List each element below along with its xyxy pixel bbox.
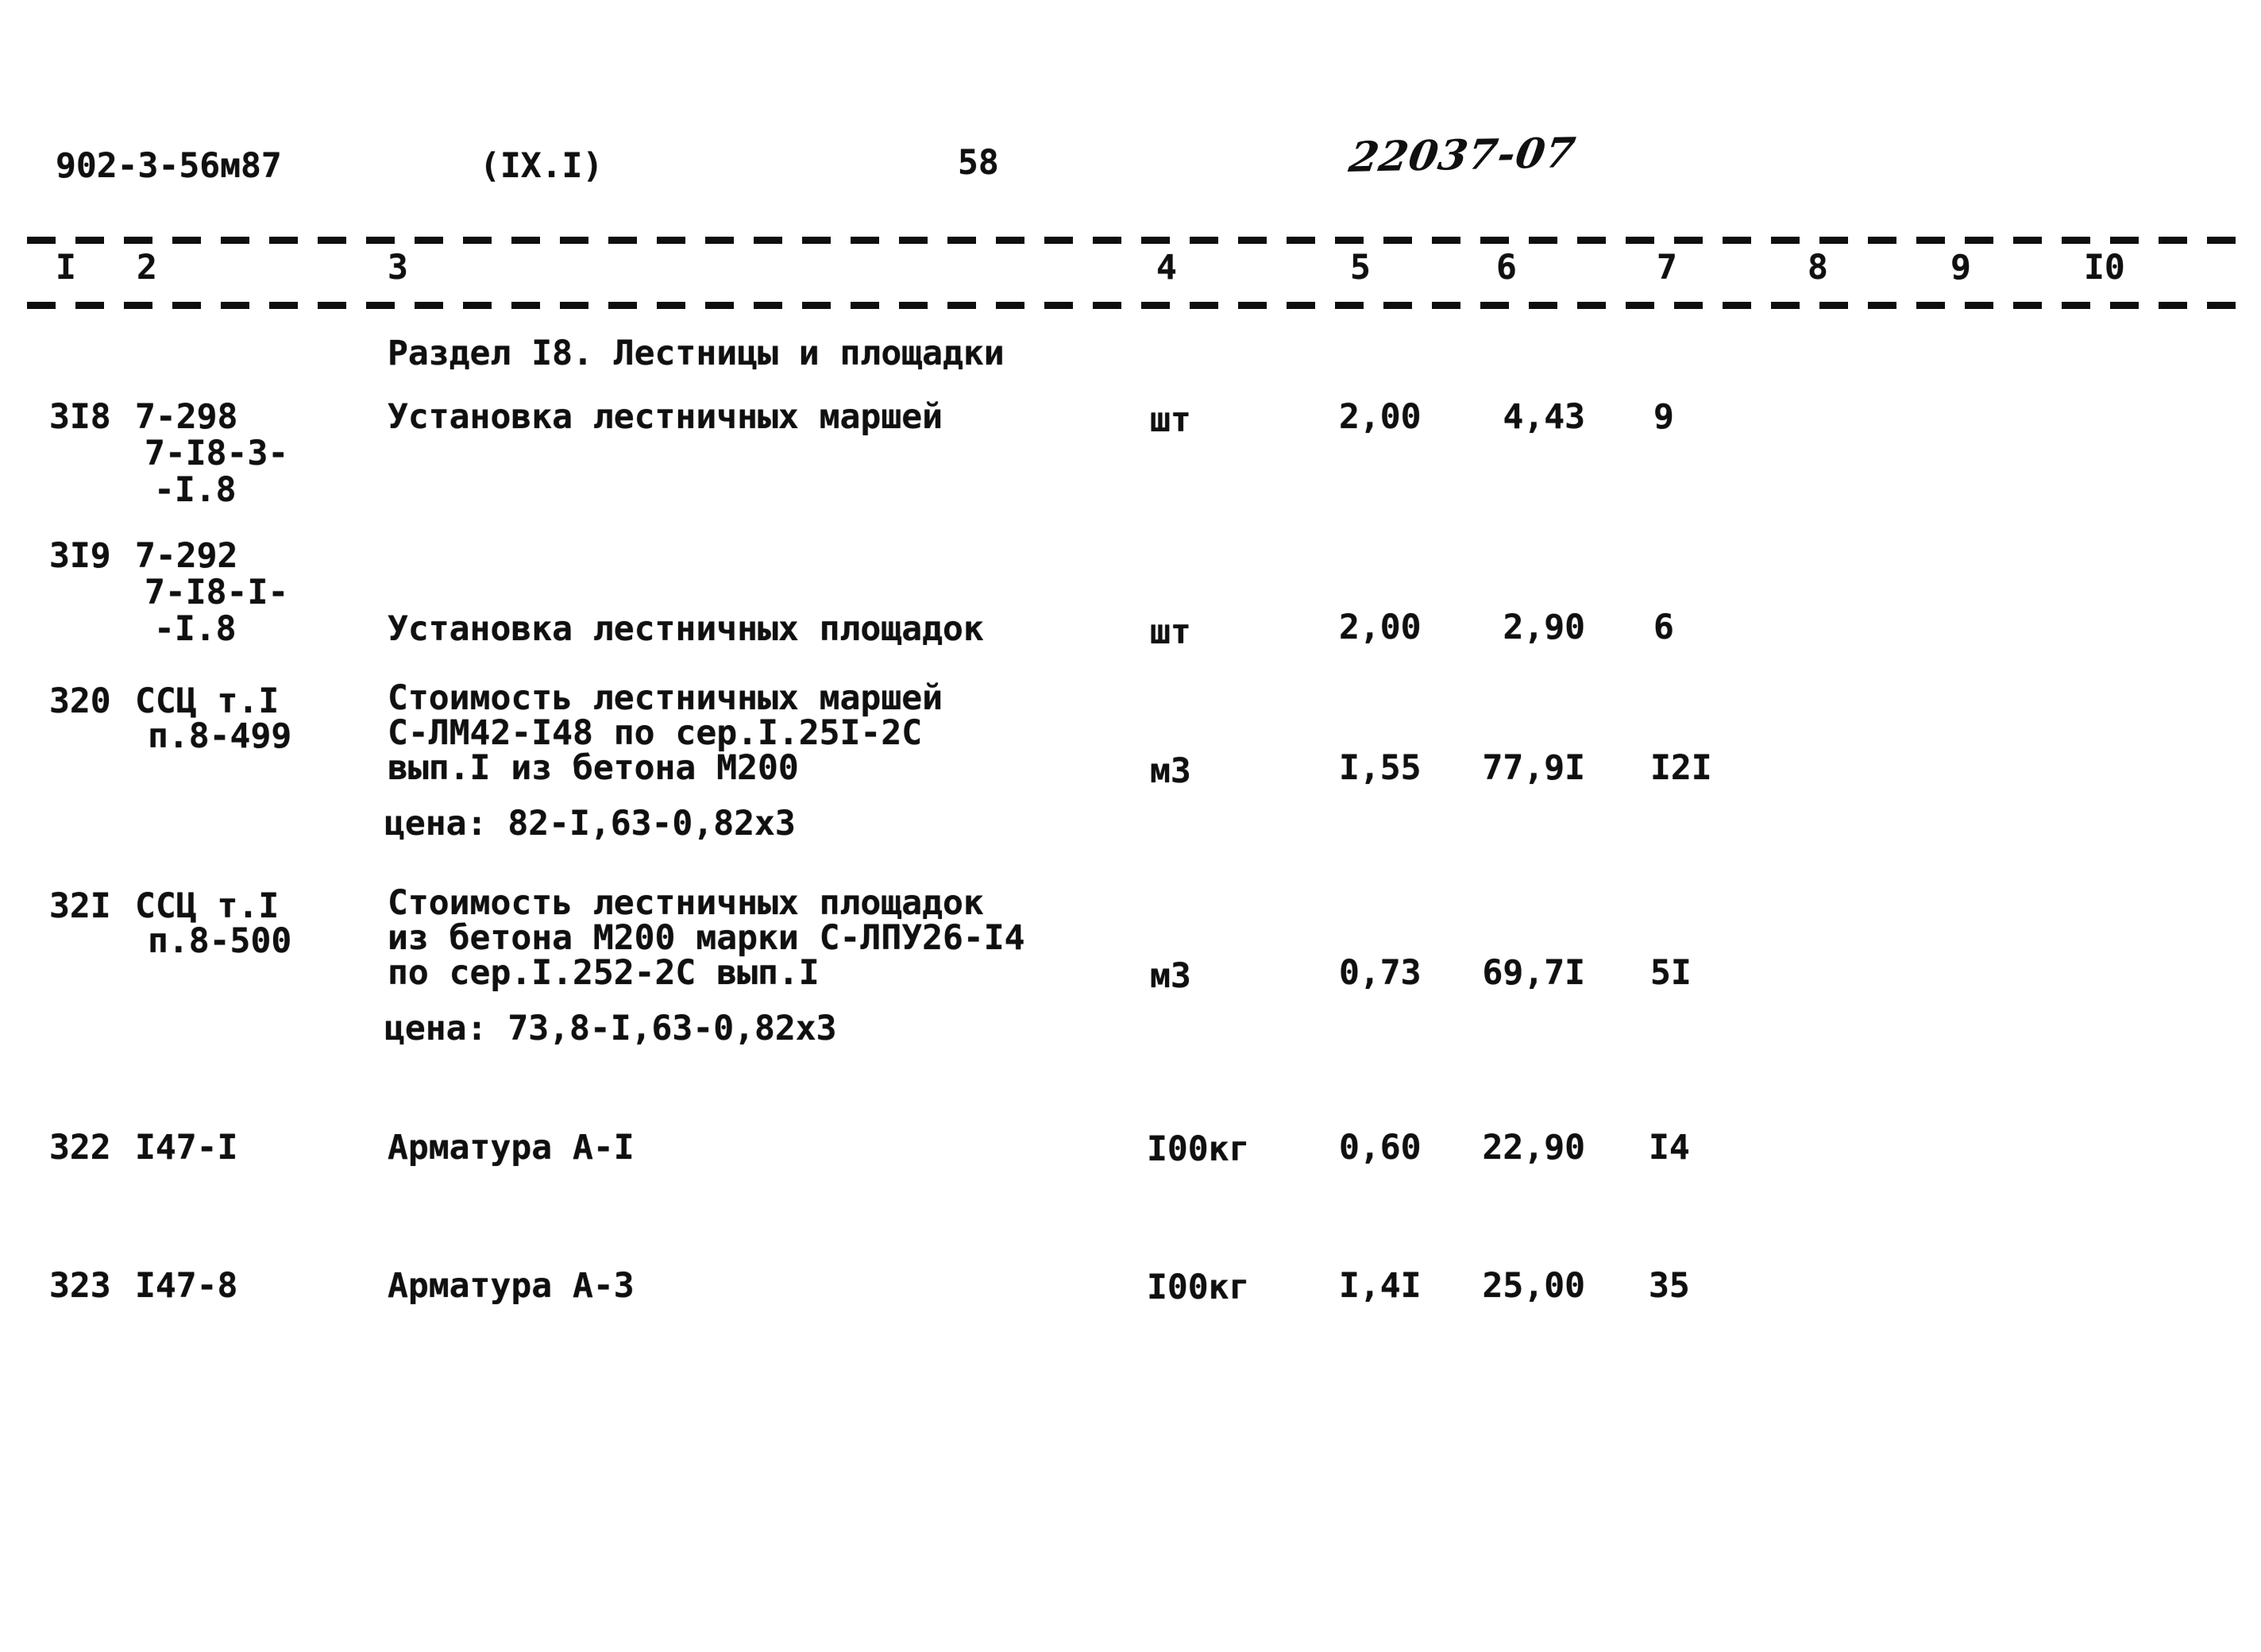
table-header-rule-top	[27, 237, 2241, 244]
page-number: 58	[958, 143, 999, 183]
row-description: С-ЛМ42-I48 по сер.I.25I-2С	[388, 713, 923, 753]
row-code: 7-298	[135, 397, 238, 437]
row-total: I2I	[1650, 748, 1712, 788]
table-header-rule-bottom	[27, 302, 2241, 309]
row-unit-price: 25,00	[1482, 1266, 1585, 1306]
row-price-note: цена: 82-I,63-0,82х3	[384, 804, 796, 843]
row-code: 7-292	[135, 536, 238, 576]
row-quantity: 0,60	[1339, 1128, 1422, 1168]
row-unit: I00кг	[1147, 1268, 1250, 1307]
row-code: -I.8	[154, 609, 237, 649]
section-title: Раздел I8. Лестницы и площадки	[388, 334, 1005, 373]
row-total: 9	[1653, 397, 1674, 437]
document-code: 902-3-56м87	[56, 146, 282, 186]
row-number: 32I	[49, 886, 111, 926]
row-total: 35	[1649, 1266, 1690, 1306]
column-header-1: I	[56, 248, 76, 288]
handwritten-mark: 22037-07	[1345, 129, 1580, 182]
row-unit: шт	[1150, 612, 1191, 652]
row-unit: м3	[1150, 751, 1191, 791]
row-unit: шт	[1150, 400, 1191, 440]
row-total: 5I	[1650, 953, 1692, 993]
row-number: 320	[49, 681, 111, 721]
column-header-4: 4	[1156, 248, 1177, 288]
column-header-8: 8	[1808, 248, 1828, 288]
row-code: I47-I	[135, 1128, 238, 1168]
row-description: Установка лестничных маршей	[388, 397, 943, 437]
row-code: п.8-499	[148, 716, 292, 756]
column-header-6: 6	[1496, 248, 1517, 288]
row-description: Установка лестничных площадок	[388, 609, 984, 649]
row-quantity: I,4I	[1339, 1266, 1422, 1306]
row-quantity: 0,73	[1339, 953, 1422, 993]
column-header-9: 9	[1950, 248, 1971, 288]
row-description: Стоимость лестничных площадок	[388, 883, 984, 923]
row-description: из бетона М200 марки С-ЛПУ26-I4	[388, 918, 1025, 958]
row-code: I47-8	[135, 1266, 238, 1306]
row-description: Арматура А-I	[388, 1128, 635, 1168]
row-unit: I00кг	[1147, 1129, 1250, 1169]
row-quantity: I,55	[1339, 748, 1422, 788]
row-code: 7-I8-I-	[145, 573, 289, 612]
row-unit-price: 22,90	[1482, 1128, 1585, 1168]
row-total: I4	[1649, 1128, 1690, 1168]
row-code: ССЦ т.I	[135, 886, 280, 926]
row-code: п.8-500	[148, 921, 292, 961]
row-description: по сер.I.252-2С вып.I	[388, 953, 820, 993]
row-price-note: цена: 73,8-I,63-0,82х3	[384, 1009, 837, 1048]
row-unit-price: 4,43	[1503, 397, 1585, 437]
row-code: ССЦ т.I	[135, 681, 280, 721]
row-code: 7-I8-3-	[145, 434, 289, 473]
row-unit-price: 77,9I	[1482, 748, 1585, 788]
row-unit: м3	[1150, 956, 1191, 996]
column-header-2: 2	[137, 248, 157, 288]
row-description: вып.I из бетона М200	[388, 748, 799, 788]
row-unit-price: 2,90	[1503, 608, 1585, 647]
column-header-10: I0	[2084, 248, 2125, 288]
row-number: 3I9	[49, 536, 111, 576]
column-header-3: 3	[388, 248, 408, 288]
row-unit-price: 69,7I	[1482, 953, 1585, 993]
column-header-7: 7	[1657, 248, 1677, 288]
column-header-5: 5	[1350, 248, 1371, 288]
row-quantity: 2,00	[1339, 397, 1422, 437]
row-description: Стоимость лестничных маршей	[388, 678, 943, 718]
row-code: -I.8	[154, 470, 237, 510]
row-quantity: 2,00	[1339, 608, 1422, 647]
row-total: 6	[1653, 608, 1674, 647]
row-description: Арматура А-3	[388, 1266, 635, 1306]
volume-ref: (IX.I)	[480, 146, 604, 186]
row-number: 323	[49, 1266, 111, 1306]
row-number: 322	[49, 1128, 111, 1168]
row-number: 3I8	[49, 397, 111, 437]
